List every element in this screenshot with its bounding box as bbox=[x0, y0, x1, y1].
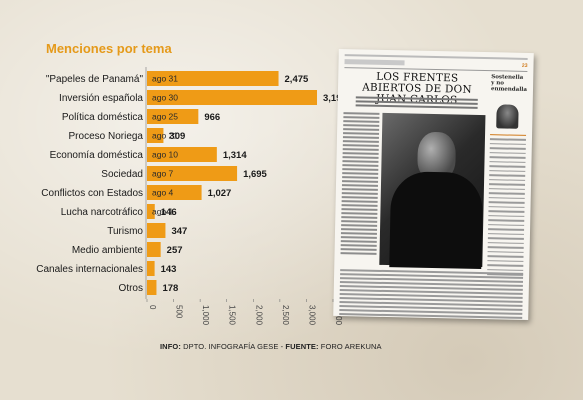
x-tick-label: 2,500 bbox=[281, 305, 290, 326]
category-label: "Papeles de Panamá" bbox=[46, 74, 144, 85]
source-text: FORO AREKUNA bbox=[320, 342, 382, 351]
clipping-deck bbox=[355, 96, 478, 111]
value-label: 1,027 bbox=[208, 188, 232, 199]
bar bbox=[147, 166, 238, 181]
x-tick-label: 1,500 bbox=[228, 305, 237, 326]
category-label: Otros bbox=[119, 283, 143, 294]
chart-title: Menciones por tema bbox=[46, 41, 172, 56]
x-tick-label: 1,000 bbox=[201, 305, 210, 326]
bar bbox=[147, 90, 318, 105]
bar-date-label: ago 21 bbox=[152, 131, 178, 141]
category-label: Medio ambiente bbox=[72, 245, 144, 256]
bar-date-label: ago 10 bbox=[152, 150, 178, 160]
value-label: 1,695 bbox=[243, 169, 267, 180]
x-tick-label: 2,000 bbox=[254, 305, 263, 326]
info-label: INFO: bbox=[160, 342, 181, 351]
bar bbox=[147, 109, 199, 124]
category-label: Sociedad bbox=[101, 169, 143, 180]
category-label: Economía doméstica bbox=[50, 150, 144, 161]
bar-date-label: ago 31 bbox=[152, 74, 178, 84]
bar-date-label: ago 30 bbox=[152, 93, 178, 103]
bar bbox=[147, 128, 164, 143]
value-label: 143 bbox=[161, 264, 177, 275]
category-label: Inversión española bbox=[59, 93, 143, 104]
value-label: 178 bbox=[162, 283, 178, 294]
credit-line: INFO: DPTO. INFOGRAFÍA GESE - FUENTE: FO… bbox=[160, 342, 382, 351]
value-label: 2,475 bbox=[285, 74, 309, 85]
bar bbox=[147, 147, 217, 162]
value-label: 347 bbox=[171, 226, 187, 237]
bar bbox=[147, 223, 166, 238]
newspaper-clipping: 23 LOS FRENTES ABIERTOS DE DON JUAN CARL… bbox=[333, 48, 534, 321]
x-tick-label: 500 bbox=[175, 305, 184, 319]
value-label: 1,314 bbox=[223, 150, 247, 161]
category-label: Conflictos con Estados bbox=[41, 188, 143, 199]
bar bbox=[147, 204, 155, 219]
source-label: FUENTE: bbox=[285, 342, 319, 351]
bar-date-label: ago 7 bbox=[152, 169, 174, 179]
sidebar-photo bbox=[496, 104, 519, 129]
bar bbox=[147, 71, 279, 86]
sidebar-title: Sostenella y no enmendalla bbox=[490, 74, 528, 93]
category-label: Política doméstica bbox=[62, 112, 144, 123]
x-tick-label: 0 bbox=[148, 305, 157, 310]
bar-date-label: ago 4 bbox=[152, 188, 174, 198]
bar bbox=[147, 185, 202, 200]
x-tick-label: 3,000 bbox=[307, 305, 316, 326]
clipping-column-left bbox=[340, 112, 380, 257]
category-label: Turismo bbox=[107, 226, 143, 237]
value-label: 966 bbox=[204, 112, 220, 123]
value-label: 257 bbox=[167, 245, 183, 256]
clipping-photo bbox=[379, 112, 486, 270]
clipping-sidebar: Sostenella y no enmendalla bbox=[487, 74, 528, 276]
bar bbox=[147, 242, 161, 257]
value-label: 3,199 bbox=[323, 93, 347, 104]
clipping-section-bar bbox=[344, 59, 405, 66]
value-label: 146 bbox=[161, 207, 177, 218]
photo-portrait-body bbox=[389, 171, 484, 270]
clipping-page-number: 23 bbox=[521, 62, 528, 69]
category-label: Lucha narcotráfico bbox=[61, 207, 144, 218]
clipping-body-text bbox=[339, 269, 524, 320]
value-label: 309 bbox=[169, 131, 185, 142]
info-text: DPTO. INFOGRAFÍA GESE - bbox=[183, 342, 284, 351]
bar-date-label: ago 1 bbox=[152, 207, 174, 217]
bar bbox=[147, 280, 157, 295]
bar-date-label: ago 25 bbox=[152, 112, 178, 122]
bar bbox=[147, 261, 155, 276]
category-label: Canales internacionales bbox=[36, 264, 143, 275]
category-label: Proceso Noriega bbox=[69, 131, 144, 142]
